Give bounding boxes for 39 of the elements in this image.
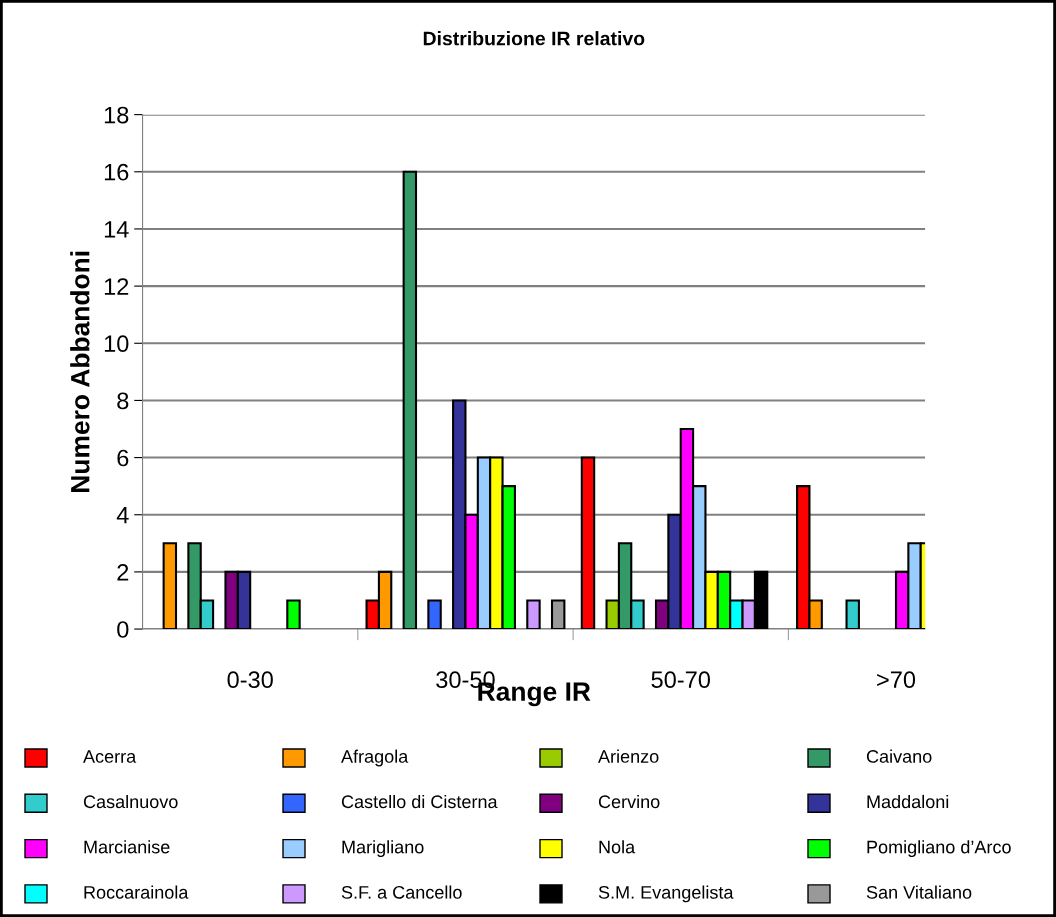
legend-label: Caivano [866, 749, 932, 763]
x-tick-label: 0-30 [227, 671, 273, 689]
y-tick-label: 14 [104, 221, 129, 238]
legend-label: Arienzo [598, 749, 659, 763]
legend-label: S.M. Evangelista [598, 885, 734, 903]
x-tick-label: >70 [877, 671, 916, 689]
legend-label: Nola [599, 840, 636, 854]
y-axis-title: Numero Abbandoni [70, 251, 90, 492]
bar [286, 599, 301, 630]
legend-label: Marcianise [84, 840, 170, 854]
y-tick-label: 10 [104, 335, 129, 353]
x-tick-label: 50-70 [651, 671, 710, 689]
y-tick-label: 12 [104, 278, 129, 295]
y-tick-label: 2 [117, 563, 129, 581]
y-tick-label: 18 [104, 106, 129, 124]
bar [580, 456, 596, 630]
bar [550, 599, 566, 630]
y-tick-label: 4 [116, 507, 129, 524]
bar [162, 542, 178, 630]
legend-label: Castello di Cisterna [341, 794, 498, 809]
chart-title: Distribuzione IR relativo [423, 31, 645, 46]
bar [845, 599, 860, 630]
bar [427, 599, 442, 630]
legend-label: Afragola [341, 749, 409, 767]
legend-label: Marigliano [342, 840, 424, 858]
y-tick-label: 0 [117, 621, 129, 638]
legend-label: Casalnuovo [83, 794, 178, 809]
legend-label: Acerra [83, 750, 137, 763]
y-tick-label: 16 [104, 163, 129, 181]
legend-label: Cervino [598, 794, 660, 809]
legend-label: San Vitaliano [866, 885, 972, 899]
legend-label: Pomigliano d’Arco [867, 840, 1011, 858]
bar [526, 599, 541, 630]
y-tick-label: 8 [117, 392, 129, 410]
bar [402, 170, 418, 630]
y-tick-label: 6 [117, 449, 129, 467]
legend-label: Roccarainola [84, 885, 189, 899]
legend-label: Maddaloni [867, 794, 949, 809]
legend-label: S.F. a Cancello [341, 885, 462, 899]
